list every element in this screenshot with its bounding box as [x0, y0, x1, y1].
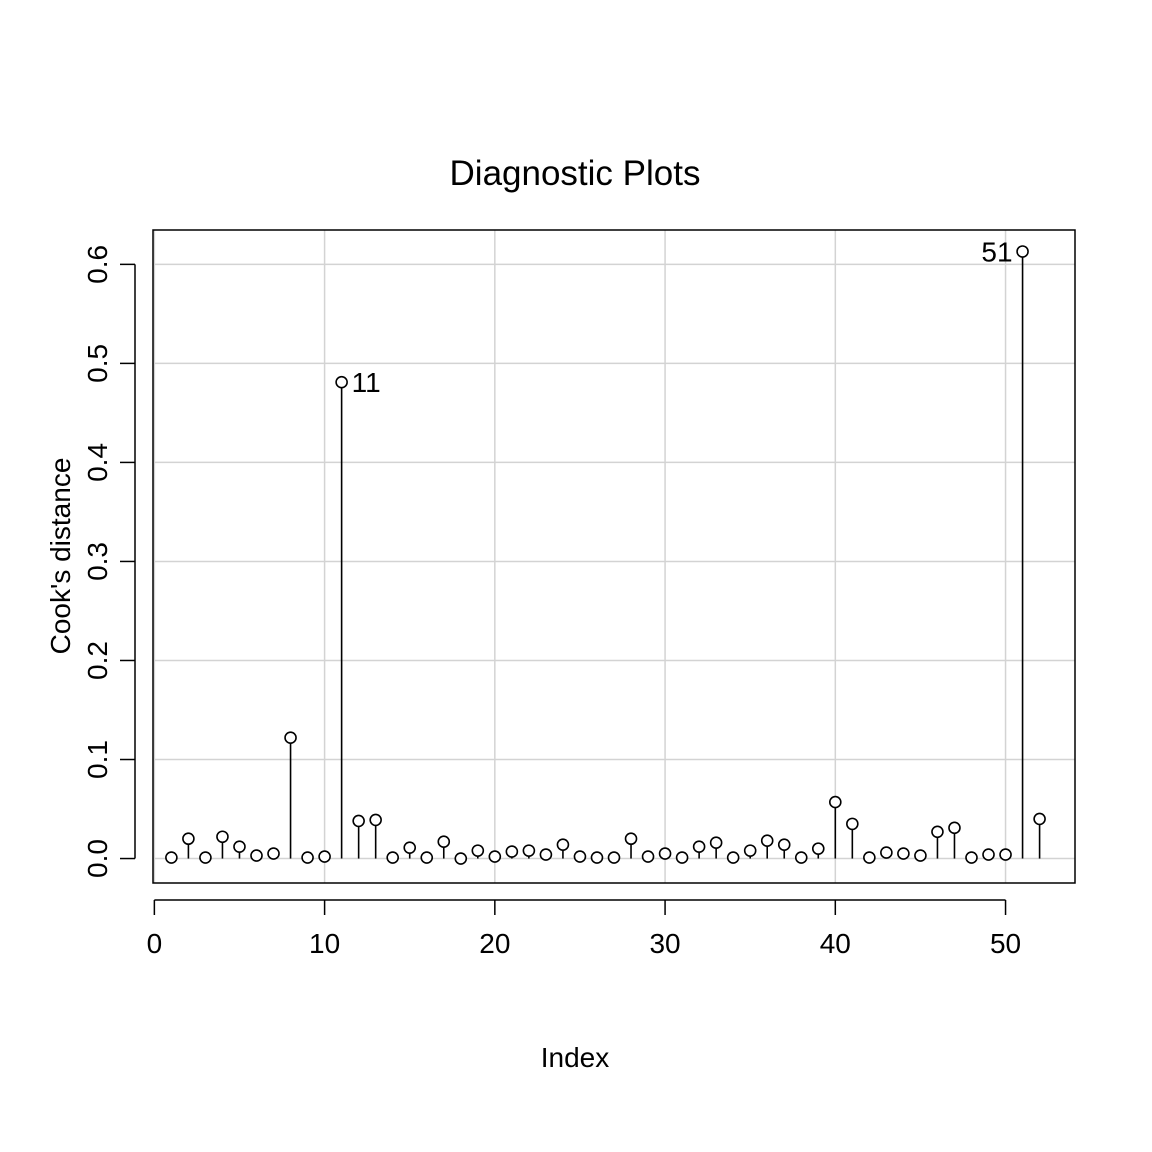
data-point: [999, 848, 1012, 861]
data-point: [811, 842, 825, 855]
data-point: [556, 838, 570, 851]
data-point: [505, 845, 519, 858]
data-point: [335, 375, 348, 389]
y-tick-label: 0.6: [82, 245, 113, 284]
data-point: [488, 850, 502, 863]
data-point: [624, 832, 638, 846]
data-point: [641, 850, 655, 863]
y-tick-label: 0.1: [82, 740, 113, 779]
data-point: [897, 847, 910, 860]
x-axis-label: Index: [541, 1042, 610, 1073]
data-point: [760, 834, 774, 848]
data-point: [165, 851, 178, 864]
data-point: [403, 841, 417, 854]
data-point: [675, 851, 689, 864]
x-tick-label: 30: [649, 928, 680, 959]
data-point: [829, 795, 842, 809]
data-point: [301, 851, 314, 864]
data-point: [1033, 812, 1046, 826]
data-point: [658, 847, 672, 860]
data-point: [607, 851, 621, 864]
data-point: [743, 844, 757, 857]
point-annotation-51: 51: [981, 236, 1012, 267]
data-point: [199, 851, 212, 864]
data-point: [539, 848, 553, 861]
data-point: [522, 844, 536, 857]
point-annotations: 11 51: [352, 236, 1013, 398]
data-point: [233, 840, 246, 853]
y-tick-label: 0.2: [82, 641, 113, 680]
x-tick-label: 0: [147, 928, 163, 959]
data-series: [165, 245, 1046, 865]
grid-lines: [153, 230, 1075, 883]
point-annotation-11: 11: [352, 367, 381, 398]
x-tick-label: 40: [820, 928, 851, 959]
y-axis: 0.0 0.1 0.2 0.3 0.4 0.5 0.6: [82, 245, 136, 878]
data-point: [880, 846, 893, 859]
data-point: [471, 844, 485, 857]
y-tick-label: 0.4: [82, 443, 113, 482]
data-point: [794, 851, 808, 864]
data-point: [726, 851, 740, 864]
data-point: [318, 850, 331, 863]
data-point: [982, 848, 995, 861]
data-point: [948, 821, 961, 835]
data-point: [692, 840, 706, 853]
data-point: [369, 813, 382, 827]
x-tick-label: 50: [990, 928, 1021, 959]
data-point: [777, 838, 791, 851]
data-point: [931, 825, 944, 839]
data-point: [914, 849, 927, 862]
data-point: [863, 851, 876, 864]
data-point: [352, 814, 365, 828]
chart-title: Diagnostic Plots: [450, 154, 701, 193]
plot-frame: [152, 229, 1076, 884]
data-point: [1016, 245, 1029, 258]
data-point: [590, 851, 604, 864]
data-point: [420, 851, 434, 864]
y-tick-label: 0.5: [82, 344, 113, 383]
data-point: [573, 850, 587, 863]
y-axis-label: Cook's distance: [45, 458, 76, 655]
y-tick-label: 0.3: [82, 542, 113, 581]
data-point: [250, 849, 263, 862]
data-point: [846, 817, 859, 831]
data-point: [709, 836, 723, 849]
data-point: [437, 835, 451, 849]
data-point: [284, 731, 297, 745]
x-tick-label: 20: [479, 928, 510, 959]
x-tick-label: 10: [309, 928, 340, 959]
data-point: [454, 852, 468, 865]
data-point: [182, 832, 195, 846]
data-point: [267, 847, 280, 860]
data-point: [216, 830, 229, 844]
data-point: [965, 851, 978, 864]
y-tick-label: 0.0: [82, 839, 113, 878]
data-point: [386, 851, 399, 864]
x-axis: 0 10 20 30 40 50: [147, 899, 1021, 959]
